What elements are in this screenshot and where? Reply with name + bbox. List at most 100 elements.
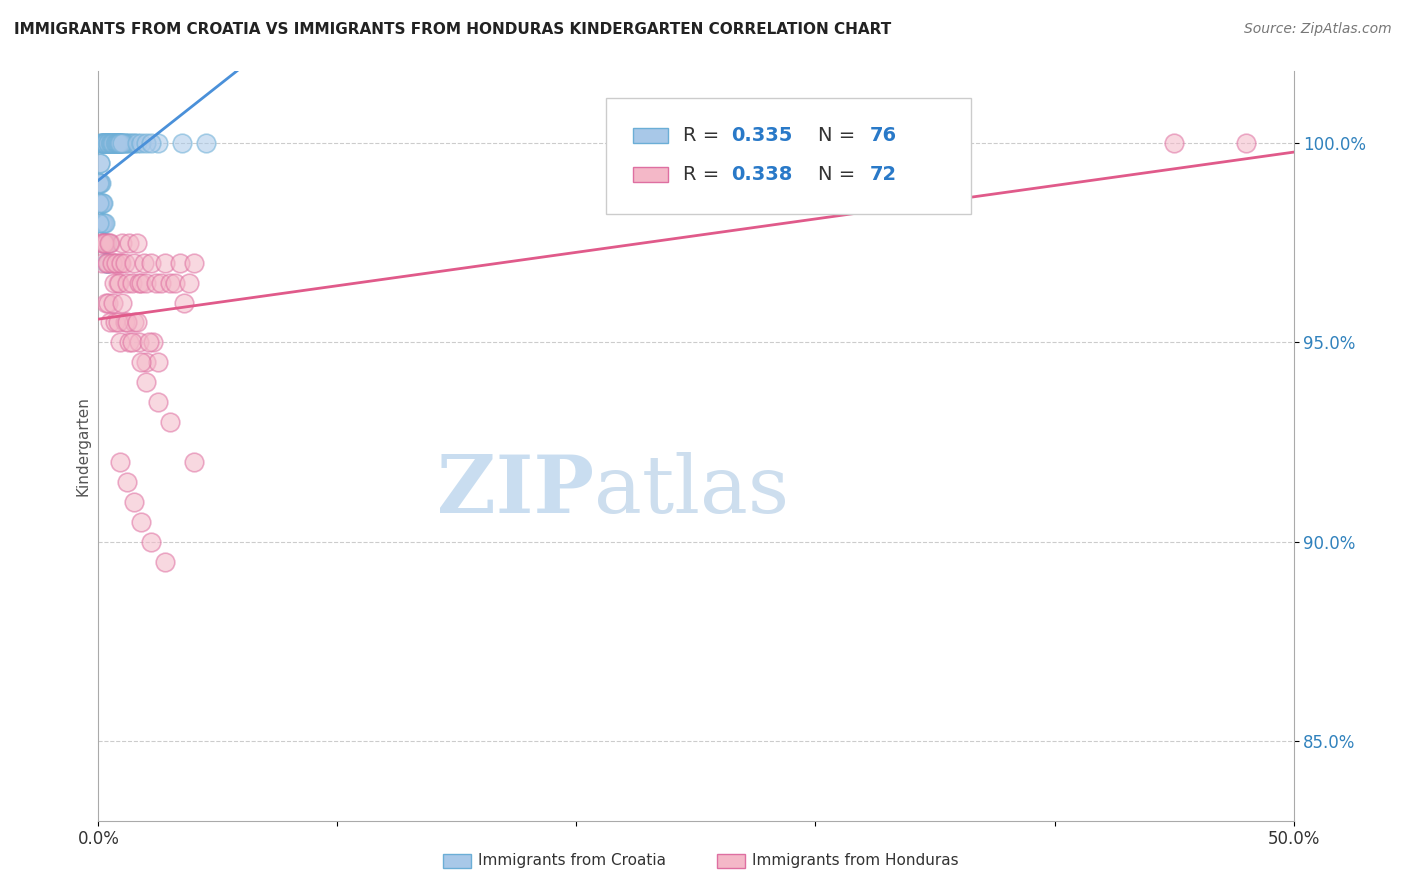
Point [111, 295, 134, 310]
Point [110, 136, 132, 150]
Point [148, 136, 170, 150]
FancyBboxPatch shape [633, 128, 668, 143]
Text: 76: 76 [869, 126, 897, 145]
Point [107, 276, 129, 290]
Point [139, 255, 162, 269]
Text: 72: 72 [869, 164, 897, 184]
Point [149, 276, 172, 290]
Point [1234, 136, 1257, 150]
Point [121, 276, 143, 290]
Point [91, 255, 114, 269]
Point [139, 136, 162, 150]
Point [91, 235, 114, 250]
Point [128, 276, 150, 290]
Point [155, 555, 177, 569]
Point [159, 415, 181, 429]
FancyBboxPatch shape [633, 167, 668, 181]
Point [131, 276, 153, 290]
Point [131, 136, 153, 150]
Point [118, 235, 141, 250]
Point [104, 136, 127, 150]
Point [96, 136, 118, 150]
Point [124, 255, 146, 269]
Point [100, 255, 122, 269]
Text: R =: R = [683, 164, 725, 184]
Point [94, 295, 117, 310]
Point [91, 195, 114, 210]
Point [114, 255, 136, 269]
Point [124, 136, 146, 150]
Point [148, 395, 170, 409]
Point [112, 136, 135, 150]
Point [183, 255, 205, 269]
Text: R =: R = [683, 126, 725, 145]
Point [111, 136, 134, 150]
Point [98, 136, 122, 150]
Point [107, 136, 129, 150]
FancyBboxPatch shape [606, 97, 972, 214]
Point [89, 156, 111, 170]
Point [138, 335, 160, 350]
Point [107, 315, 129, 329]
Point [108, 255, 131, 269]
Point [90, 235, 112, 250]
Point [97, 255, 120, 269]
Point [142, 335, 165, 350]
Point [90, 195, 112, 210]
Point [135, 355, 157, 369]
Point [124, 495, 146, 509]
Point [94, 235, 117, 250]
Point [111, 235, 134, 250]
Point [183, 455, 205, 469]
Point [128, 335, 150, 350]
Point [93, 216, 115, 230]
Point [101, 255, 124, 269]
Point [163, 276, 186, 290]
Point [90, 136, 112, 150]
Y-axis label: Kindergarten: Kindergarten [75, 396, 90, 496]
Point [105, 136, 128, 150]
Point [91, 195, 114, 210]
Point [125, 235, 148, 250]
Point [91, 136, 114, 150]
Point [114, 136, 136, 150]
Point [111, 136, 134, 150]
Point [97, 136, 120, 150]
Point [105, 255, 128, 269]
Point [108, 455, 131, 469]
Point [100, 136, 122, 150]
Point [108, 335, 131, 350]
Point [97, 136, 120, 150]
Point [110, 255, 132, 269]
Point [89, 216, 111, 230]
Point [179, 276, 201, 290]
Point [96, 136, 118, 150]
Point [96, 235, 118, 250]
Text: IMMIGRANTS FROM CROATIA VS IMMIGRANTS FROM HONDURAS KINDERGARTEN CORRELATION CHA: IMMIGRANTS FROM CROATIA VS IMMIGRANTS FR… [14, 22, 891, 37]
Point [100, 136, 122, 150]
Point [96, 235, 118, 250]
Text: ZIP: ZIP [437, 452, 595, 530]
Point [104, 255, 127, 269]
Point [103, 136, 125, 150]
Text: 0.338: 0.338 [731, 164, 792, 184]
Point [118, 335, 141, 350]
Point [145, 276, 167, 290]
Point [93, 235, 115, 250]
Point [104, 136, 127, 150]
Point [98, 136, 121, 150]
Point [90, 195, 112, 210]
Text: Immigrants from Honduras: Immigrants from Honduras [752, 854, 959, 868]
Point [91, 136, 114, 150]
Point [105, 136, 128, 150]
Point [93, 216, 115, 230]
Point [90, 216, 112, 230]
Point [114, 315, 136, 329]
Text: 0.335: 0.335 [731, 126, 792, 145]
Point [94, 255, 117, 269]
Point [159, 276, 181, 290]
Point [98, 235, 121, 250]
Point [93, 136, 115, 150]
Point [124, 315, 146, 329]
Point [98, 136, 121, 150]
